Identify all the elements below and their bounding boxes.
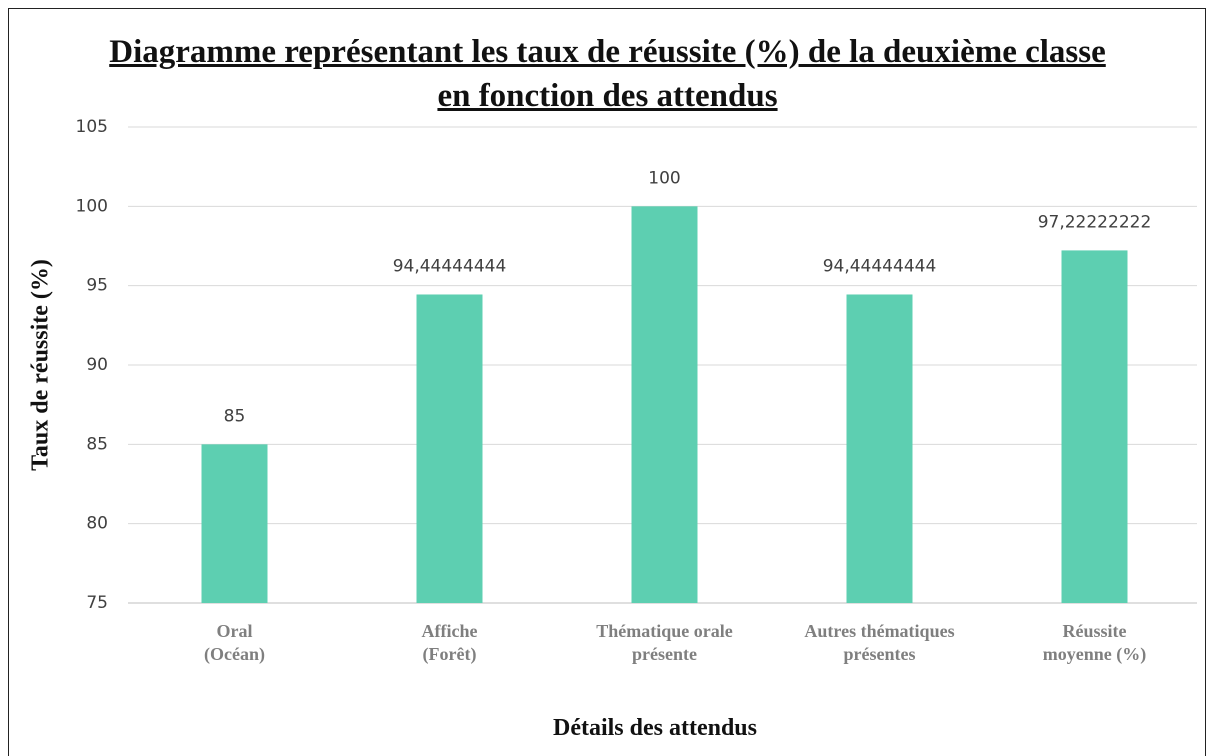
value-label: 100 xyxy=(648,168,680,188)
y-axis-label: Taux de réussite (%) xyxy=(28,259,54,471)
y-tick-label: 75 xyxy=(86,593,108,613)
x-tick-label: Thématique orale présente xyxy=(596,621,733,664)
bar xyxy=(846,294,913,603)
x-tick-label: Réussite moyenne (%) xyxy=(1042,621,1147,664)
chart-title: Diagramme représentant les taux de réuss… xyxy=(109,34,1106,114)
y-tick-label: 100 xyxy=(76,196,108,216)
value-label: 94,44444444 xyxy=(823,256,937,276)
value-label: 97,22222222 xyxy=(1038,212,1152,232)
y-tick-label: 90 xyxy=(86,355,108,375)
y-tick-label: 105 xyxy=(76,117,108,137)
frame xyxy=(8,8,1206,756)
value-label: 85 xyxy=(224,406,246,426)
x-axis-label: Détails des attendus xyxy=(552,715,757,741)
y-tick-label: 95 xyxy=(86,276,108,296)
y-tick-label: 80 xyxy=(86,514,108,534)
x-tick-label: Oral (Océan) xyxy=(204,621,265,664)
x-tick-label: Autres thématiques présentes xyxy=(804,621,955,664)
bar xyxy=(631,206,698,604)
value-label: 94,44444444 xyxy=(393,256,507,276)
bar xyxy=(201,444,268,603)
x-tick-label: Affiche (Forêt) xyxy=(421,621,478,664)
bar xyxy=(416,294,483,603)
y-tick-label: 85 xyxy=(86,434,108,454)
bar xyxy=(1061,250,1128,603)
